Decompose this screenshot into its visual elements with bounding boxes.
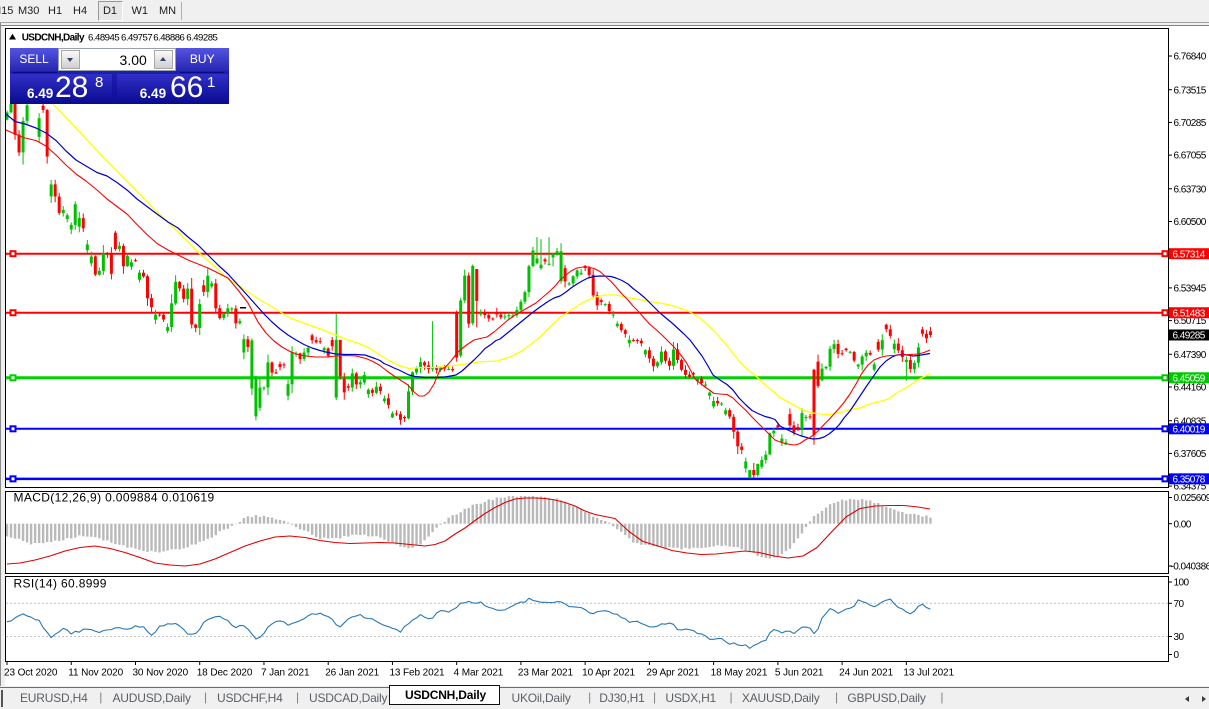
svg-text:6.35078: 6.35078: [1173, 474, 1206, 485]
svg-text:0: 0: [1174, 650, 1180, 661]
svg-text:6.76840: 6.76840: [1174, 52, 1207, 63]
svg-text:100: 100: [1174, 578, 1190, 589]
svg-text:10 Apr 2021: 10 Apr 2021: [582, 668, 635, 679]
svg-text:26 Jan 2021: 26 Jan 2021: [325, 668, 379, 679]
svg-text:11 Nov 2020: 11 Nov 2020: [68, 668, 123, 679]
svg-text:6.48886: 6.48886: [153, 33, 184, 44]
svg-text:29 Apr 2021: 29 Apr 2021: [646, 668, 699, 679]
svg-text:4 Mar 2021: 4 Mar 2021: [454, 668, 504, 679]
svg-text:RSI(14) 60.8999: RSI(14) 60.8999: [14, 577, 107, 591]
svg-text:5 Jun 2021: 5 Jun 2021: [775, 668, 824, 679]
svg-text:6.50715: 6.50715: [1174, 316, 1207, 327]
svg-text:6.49285: 6.49285: [1173, 331, 1206, 342]
svg-text:18 May 2021: 18 May 2021: [711, 668, 768, 679]
svg-text:6.40019: 6.40019: [1173, 424, 1206, 435]
svg-text:-0.040386: -0.040386: [1171, 562, 1209, 573]
svg-text:23 Oct 2020: 23 Oct 2020: [4, 668, 58, 679]
svg-text:6.34375: 6.34375: [1174, 482, 1207, 493]
svg-text:6.49285: 6.49285: [186, 33, 217, 44]
svg-text:6.53945: 6.53945: [1174, 284, 1207, 295]
svg-text:6.37605: 6.37605: [1174, 449, 1207, 460]
svg-text:30: 30: [1174, 632, 1185, 643]
svg-text:23 Mar 2021: 23 Mar 2021: [518, 668, 574, 679]
svg-text:6.57314: 6.57314: [1173, 249, 1206, 260]
svg-text:6.40835: 6.40835: [1174, 416, 1207, 427]
svg-text:30 Nov 2020: 30 Nov 2020: [132, 668, 188, 679]
svg-text:6.51483: 6.51483: [1173, 308, 1206, 319]
svg-text:6.44160: 6.44160: [1174, 383, 1207, 394]
svg-text:MACD(12,26,9) 0.009884 0.01061: MACD(12,26,9) 0.009884 0.010619: [14, 491, 215, 505]
svg-text:0.025609: 0.025609: [1174, 493, 1209, 504]
svg-text:6.73515: 6.73515: [1174, 85, 1207, 96]
svg-text:24 Jun 2021: 24 Jun 2021: [839, 668, 893, 679]
svg-text:70: 70: [1174, 599, 1185, 610]
svg-text:13 Feb 2021: 13 Feb 2021: [389, 668, 445, 679]
svg-text:6.45059: 6.45059: [1173, 373, 1206, 384]
svg-text:6.67055: 6.67055: [1174, 151, 1207, 162]
svg-text:13 Jul 2021: 13 Jul 2021: [903, 668, 954, 679]
svg-text:6.48945: 6.48945: [88, 33, 119, 44]
svg-text:7 Jan 2021: 7 Jan 2021: [261, 668, 310, 679]
svg-text:6.60500: 6.60500: [1174, 217, 1207, 228]
svg-text:6.63730: 6.63730: [1174, 184, 1207, 195]
svg-text:0.00: 0.00: [1174, 519, 1192, 530]
svg-text:6.47390: 6.47390: [1174, 350, 1207, 361]
svg-text:6.49757: 6.49757: [121, 33, 152, 44]
svg-text:6.70285: 6.70285: [1174, 118, 1207, 129]
svg-text:18 Dec 2020: 18 Dec 2020: [197, 668, 253, 679]
svg-text:USDCNH,Daily: USDCNH,Daily: [22, 33, 85, 44]
